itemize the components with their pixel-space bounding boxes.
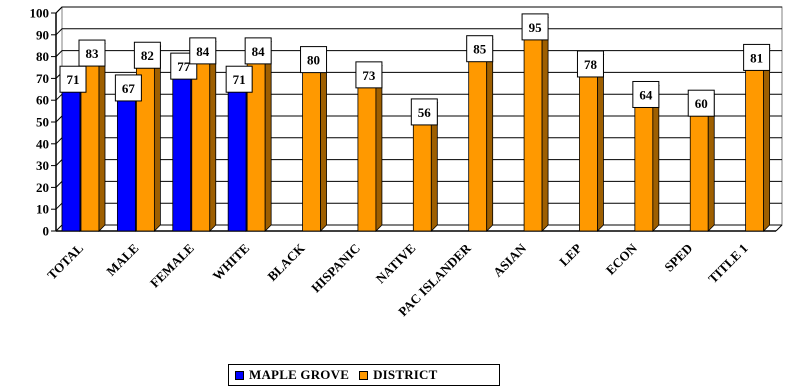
data-label-district-female: 84	[189, 37, 217, 65]
data-label-district-black: 80	[300, 46, 328, 74]
svg-text:71: 71	[233, 72, 246, 87]
data-label-district-total: 83	[78, 39, 106, 67]
bar-district-black	[301, 49, 328, 232]
svg-text:80: 80	[307, 53, 320, 68]
svg-text:82: 82	[141, 48, 154, 63]
svg-text:56: 56	[418, 105, 432, 120]
svg-text:84: 84	[252, 44, 266, 59]
bar-district-total	[80, 43, 106, 232]
data-labels: 71 83 67 82 77 84 71 84 80 73 56 85 95 78 64 60 81	[59, 13, 771, 126]
svg-text:64: 64	[639, 87, 653, 102]
data-label-district-sped: 60	[687, 89, 715, 117]
bar-district-male	[135, 45, 162, 232]
y-tick-label: 100	[30, 6, 50, 21]
x-tick-label-lep: LEP	[556, 240, 585, 269]
bar-district-pac-islander	[467, 38, 494, 232]
x-tick-label-total: TOTAL	[44, 240, 86, 282]
x-tick-label-title-1: TITLE 1	[705, 241, 751, 287]
x-tick-label-female: FEMALE	[147, 241, 197, 291]
bar-district-title-1	[744, 47, 771, 232]
svg-text:85: 85	[473, 42, 487, 57]
legend: MAPLE GROVE DISTRICT	[228, 364, 500, 386]
svg-text:81: 81	[750, 50, 763, 65]
data-label-district-lep: 78	[576, 50, 604, 78]
y-tick-label: 40	[36, 136, 49, 151]
y-tick-label: 50	[36, 115, 49, 130]
legend-label-maple-grove: MAPLE GROVE	[249, 367, 350, 382]
data-label-district-native: 56	[410, 98, 438, 126]
svg-text:67: 67	[122, 81, 136, 96]
x-tick-label-black: BLACK	[264, 240, 308, 284]
svg-text:73: 73	[362, 68, 376, 83]
category-labels: TOTAL MALE FEMALE WHITE BLACK HISPANIC NATIVEP…	[44, 240, 751, 319]
data-label-district-white: 84	[244, 37, 272, 65]
x-tick-label-white: WHITE	[209, 241, 252, 284]
bar-district-white	[246, 40, 273, 232]
bar-district-hispanic	[356, 64, 383, 232]
y-tick-label: 90	[36, 27, 49, 42]
bar-district-asian	[523, 16, 550, 232]
bar-district-lep	[578, 53, 605, 232]
x-tick-label-asian: ASIAN	[490, 240, 530, 280]
data-label-district-male: 82	[133, 41, 161, 69]
y-tick-label: 10	[36, 202, 49, 217]
x-tick-label-hispanic: HISPANIC	[308, 241, 363, 296]
svg-text:83: 83	[86, 46, 100, 61]
y-tick-label: 70	[36, 71, 49, 86]
x-tick-label-male: MALE	[103, 241, 141, 279]
data-label-district-asian: 95	[521, 13, 549, 41]
svg-text:78: 78	[584, 57, 598, 72]
x-tick-label-econ: ECON	[603, 240, 641, 278]
legend-swatch-maple-grove	[235, 370, 244, 380]
x-tick-label-sped: SPED	[661, 241, 695, 275]
y-tick-label: 0	[43, 224, 50, 239]
y-tick-label: 60	[36, 93, 49, 108]
legend-item-0: MAPLE GROVE	[235, 367, 349, 383]
svg-text:71: 71	[67, 72, 80, 87]
data-label-district-title-1: 81	[743, 43, 771, 71]
y-tick-label: 80	[36, 49, 49, 64]
legend-label-district: DISTRICT	[373, 367, 438, 382]
y-tick-label: 20	[36, 180, 49, 195]
data-label-district-hispanic: 73	[355, 61, 383, 89]
legend-swatch-district	[359, 370, 369, 380]
y-tick-label: 30	[36, 158, 49, 173]
data-label-maple-grove-white: 71	[225, 65, 253, 93]
svg-text:77: 77	[177, 59, 191, 74]
svg-text:84: 84	[196, 44, 210, 59]
data-label-maple-grove-total: 71	[59, 65, 87, 93]
bar-district-sped	[689, 93, 716, 232]
data-label-district-pac-islander: 85	[466, 35, 494, 63]
svg-text:60: 60	[695, 96, 708, 111]
data-label-maple-grove-male: 67	[114, 74, 142, 102]
data-label-district-econ: 64	[632, 80, 660, 108]
x-tick-label-native: NATIVE	[373, 241, 419, 287]
legend-item-1: DISTRICT	[359, 367, 437, 383]
svg-text:95: 95	[529, 20, 543, 35]
